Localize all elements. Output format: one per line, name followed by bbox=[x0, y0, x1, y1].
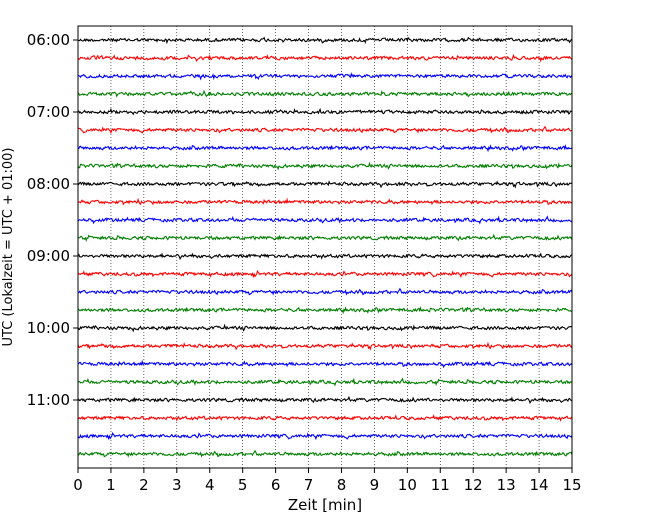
x-tick-label: 0 bbox=[73, 476, 83, 494]
x-axis-ticks: 0 1 2 3 4 5 6 7 8 9 10 11 12 13 14 15 bbox=[73, 468, 582, 494]
y-tick-label: 07:00 bbox=[27, 103, 70, 121]
seismogram-trace bbox=[77, 269, 573, 279]
y-tick-label: 06:00 bbox=[27, 31, 70, 49]
x-tick-label: 7 bbox=[304, 476, 314, 494]
x-tick-label: 1 bbox=[106, 476, 116, 494]
seismogram-trace bbox=[77, 395, 573, 404]
y-tick-label: 08:00 bbox=[27, 175, 70, 193]
y-axis-title: UTC (Lokalzeit = UTC + 01:00) bbox=[1, 148, 16, 347]
y-tick-label: 10:00 bbox=[27, 319, 70, 337]
x-tick-label: 8 bbox=[337, 476, 347, 494]
seismogram-trace bbox=[77, 180, 573, 189]
x-tick-label: 5 bbox=[238, 476, 248, 494]
x-tick-label: 2 bbox=[139, 476, 149, 494]
seismogram-trace bbox=[77, 161, 573, 171]
seismogram-trace bbox=[77, 252, 573, 260]
seismogram-traces bbox=[77, 36, 573, 458]
seismogram-trace bbox=[77, 233, 573, 243]
x-tick-label: 6 bbox=[271, 476, 281, 494]
seismogram-trace bbox=[77, 287, 573, 296]
x-tick-label: 14 bbox=[530, 476, 549, 494]
seismogram-trace bbox=[77, 449, 573, 458]
x-tick-label: 13 bbox=[497, 476, 516, 494]
x-tick-label: 3 bbox=[172, 476, 182, 494]
seismogram-trace bbox=[77, 341, 573, 351]
x-tick-label: 4 bbox=[205, 476, 215, 494]
seismogram-trace bbox=[77, 323, 573, 333]
seismogram-trace bbox=[77, 414, 573, 422]
seismogram-trace bbox=[77, 72, 573, 81]
x-tick-label: 11 bbox=[431, 476, 450, 494]
seismogram-trace bbox=[78, 107, 573, 116]
plot-background bbox=[78, 26, 572, 468]
seismogram-trace bbox=[77, 144, 573, 153]
seismogram-trace bbox=[77, 431, 573, 441]
y-tick-label: 11:00 bbox=[27, 391, 70, 409]
x-tick-label: 15 bbox=[562, 476, 581, 494]
seismogram-trace bbox=[77, 359, 573, 369]
seismogram-trace bbox=[77, 306, 573, 315]
x-tick-label: 10 bbox=[398, 476, 417, 494]
seismogram-trace bbox=[77, 89, 573, 98]
y-tick-label: 09:00 bbox=[27, 247, 70, 265]
seismogram-trace bbox=[77, 377, 573, 387]
x-axis-title: Zeit [min] bbox=[288, 496, 362, 514]
seismogram-trace bbox=[77, 53, 573, 63]
y-axis-ticks: 06:00 07:00 08:00 09:00 10:00 11:00 bbox=[27, 31, 78, 409]
x-tick-label: 12 bbox=[464, 476, 483, 494]
plot-frame bbox=[77, 25, 573, 469]
seismogram-trace bbox=[77, 36, 573, 45]
x-tick-label: 9 bbox=[370, 476, 380, 494]
seismogram-trace bbox=[77, 125, 573, 135]
seismogram-trace bbox=[77, 197, 573, 206]
seismogram-trace bbox=[77, 215, 573, 225]
